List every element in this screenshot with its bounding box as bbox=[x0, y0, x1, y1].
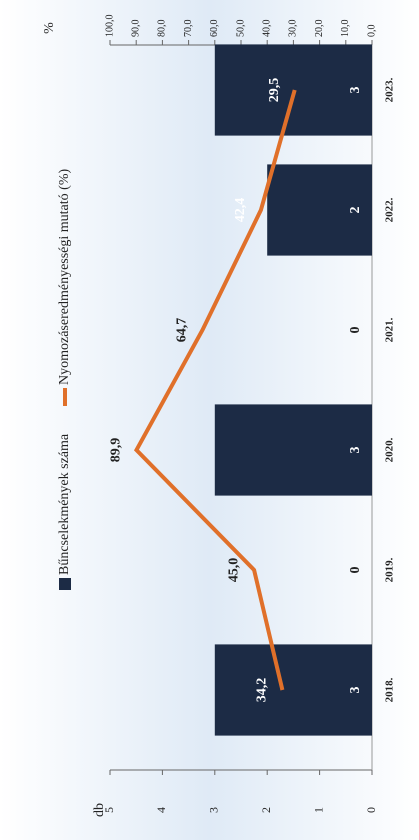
bar-label: 0 bbox=[348, 567, 363, 574]
legend-label: Nyomozáseredményességi mutató (%) bbox=[57, 169, 72, 385]
x-tick-label: 2021. bbox=[384, 317, 396, 342]
line-label: 34,2 bbox=[255, 678, 270, 703]
bar-label: 3 bbox=[348, 447, 363, 454]
x-tick-label: 2023. bbox=[384, 77, 396, 102]
line-label: 42,4 bbox=[233, 198, 248, 223]
y2-tick-label: 50,0 bbox=[235, 20, 246, 38]
bar-label: 3 bbox=[348, 687, 363, 694]
y-tick-label: 0 bbox=[364, 807, 378, 813]
y2-tick-label: 20,0 bbox=[314, 20, 325, 38]
rotated-chart: db%0123450,010,020,030,040,050,060,070,0… bbox=[42, 15, 395, 818]
legend-label: Bűncselekmények száma bbox=[57, 433, 72, 575]
bar-label: 2 bbox=[348, 207, 363, 214]
y2-tick-label: 40,0 bbox=[261, 20, 272, 38]
bar-label: 0 bbox=[348, 327, 363, 334]
y2-tick-label: 90,0 bbox=[130, 20, 141, 38]
y2-tick-label: 0,0 bbox=[366, 25, 377, 38]
x-tick-label: 2018. bbox=[384, 677, 396, 702]
y-tick-label: 3 bbox=[207, 807, 221, 813]
line-label: 45,0 bbox=[226, 558, 241, 583]
bar bbox=[214, 644, 372, 736]
y2-tick-label: 10,0 bbox=[340, 20, 351, 38]
y2-axis-label: % bbox=[42, 22, 57, 34]
line-label: 89,9 bbox=[109, 438, 124, 463]
line bbox=[133, 89, 297, 691]
line-label: 29,5 bbox=[267, 78, 282, 103]
y-tick-label: 1 bbox=[311, 807, 325, 813]
y2-tick-label: 30,0 bbox=[288, 20, 299, 38]
y2-tick-label: 80,0 bbox=[157, 20, 168, 38]
y-tick-label: 5 bbox=[102, 807, 116, 813]
y2-tick-label: 100,0 bbox=[104, 15, 115, 38]
bar bbox=[267, 164, 373, 256]
line-label: 64,7 bbox=[175, 318, 190, 343]
x-tick-label: 2019. bbox=[384, 557, 396, 582]
legend-swatch bbox=[59, 578, 71, 590]
y-tick-label: 4 bbox=[154, 807, 168, 813]
y-axis-label: db bbox=[92, 803, 107, 817]
x-tick-label: 2020. bbox=[384, 437, 396, 462]
bar-label: 3 bbox=[348, 87, 363, 94]
y2-tick-label: 60,0 bbox=[209, 20, 220, 38]
bar bbox=[214, 404, 372, 496]
x-tick-label: 2022. bbox=[384, 197, 396, 222]
y2-tick-label: 70,0 bbox=[183, 20, 194, 38]
y-tick-label: 2 bbox=[259, 807, 273, 813]
